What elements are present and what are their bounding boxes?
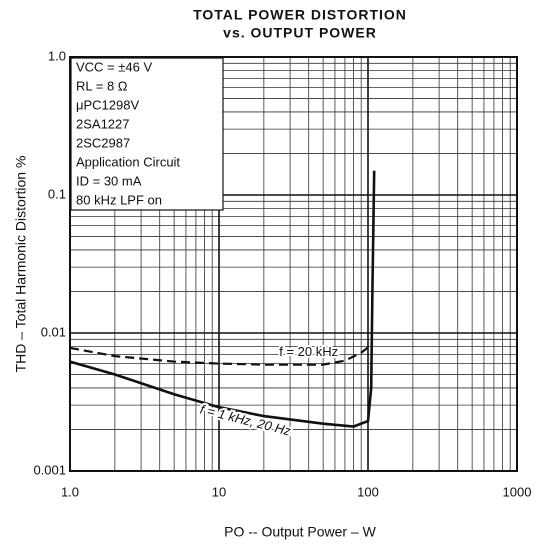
- series-label: f = 1 kHz, 20 Hz: [199, 402, 293, 439]
- x-tick-label: 1.0: [61, 484, 79, 499]
- x-tick-label: 1000: [503, 484, 532, 499]
- condition-text: Application Circuit: [76, 154, 180, 169]
- x-tick-label: 100: [357, 484, 379, 499]
- condition-box: [70, 57, 224, 211]
- condition-text: μPC1298V: [76, 97, 139, 112]
- series-line: [69, 344, 372, 366]
- chart-subtitle: vs. OUTPUT POWER: [223, 25, 377, 41]
- condition-text: VCC = ±46 V: [76, 59, 152, 74]
- condition-text: ID = 30 mA: [76, 173, 142, 188]
- series-line: [69, 170, 376, 428]
- condition-text: 80 kHz LPF on: [76, 192, 162, 207]
- chart-title: TOTAL POWER DISTORTION: [193, 7, 407, 23]
- condition-text: 2SA1227: [76, 116, 130, 131]
- y-tick-label: 0.01: [41, 324, 66, 339]
- y-tick-label: 1.0: [48, 48, 66, 63]
- condition-text: RL = 8 Ω: [76, 78, 128, 93]
- plot-frame: [69, 56, 518, 472]
- y-axis-label: THD – Total Harmonic Distortion %: [13, 156, 29, 373]
- x-tick-label: 10: [212, 484, 226, 499]
- y-tick-label: 0.001: [33, 462, 66, 477]
- series-label: f = 20 kHz: [279, 344, 338, 359]
- condition-text: 2SC2987: [76, 135, 130, 150]
- x-axis-label: PO -- Output Power – W: [224, 524, 376, 540]
- y-tick-label: 0.1: [48, 186, 66, 201]
